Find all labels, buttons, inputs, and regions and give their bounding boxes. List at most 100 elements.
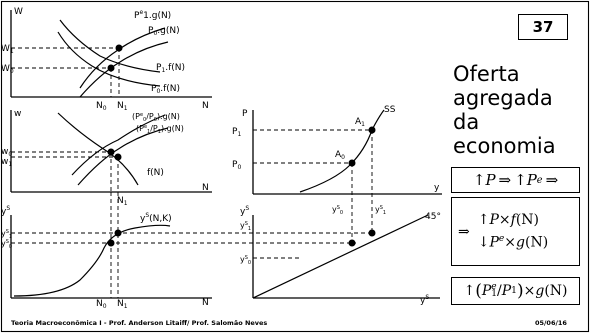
as-p0-label: P0 xyxy=(232,160,241,171)
production-n0-label: N0 xyxy=(96,299,107,310)
formula2-implies: ⇒ xyxy=(458,223,470,240)
labor-demand-curve-1 xyxy=(59,19,161,73)
real-wage-w0-label: w0 xyxy=(1,147,12,158)
title-line-4: economia xyxy=(453,134,556,158)
real-wage-supply-1-label: (Pe1/P1).g(N) xyxy=(136,124,184,135)
deg45-point-1 xyxy=(368,229,376,237)
formula1-implies-2: ⇒ xyxy=(545,171,559,189)
formula2-line1-n: (N) xyxy=(515,212,539,229)
formula3-p1: P xyxy=(501,283,512,299)
formula2-line2-times: × xyxy=(504,234,517,251)
formula2-line-2: ↓Pe×g(N) xyxy=(478,234,548,251)
production-y-axis-label: yS xyxy=(1,205,10,217)
labor-n1-label: N1 xyxy=(117,101,128,112)
formula2-line2-n: (N) xyxy=(524,234,549,251)
formula3-p1e-sub: 1 xyxy=(491,289,498,299)
formula3-arrow: ↑ xyxy=(463,283,476,299)
real-wage-equilibrium-1 xyxy=(114,153,122,161)
labor-demand-curve-0 xyxy=(57,31,161,87)
formula3-n: (N) xyxy=(544,283,568,299)
real-wage-supply-curve-0 xyxy=(71,114,166,176)
formula2-line-1: ↑P×f(N) xyxy=(478,212,548,228)
panel-labor-market: W N W1 W0 N0 N1 Pe1.g(N) P0.g(N) P1.f(N)… xyxy=(1,7,212,112)
as-y-axis-label: P xyxy=(242,109,248,119)
production-curve-label: yS(N,K) xyxy=(140,212,172,224)
real-wage-supply-curve-1 xyxy=(77,127,169,186)
labor-demand-0-label: P0.f(N) xyxy=(151,84,180,95)
formula2-lines: ↑P×f(N) ↓Pe×g(N) xyxy=(478,212,548,251)
formula1-p: P xyxy=(485,171,496,189)
formula3-times: × xyxy=(523,283,536,299)
deg45-ys1-label: yS1 xyxy=(240,221,251,232)
formula1-pe: P xyxy=(526,171,537,189)
deg45-line xyxy=(252,214,429,299)
deg45-y-axis-label: yS xyxy=(240,205,249,217)
real-wage-supply-0-label: (Pe0/P0).g(N) xyxy=(132,112,180,123)
labor-supply-curve-0 xyxy=(79,41,169,98)
labor-equilibrium-0 xyxy=(107,64,115,72)
formula2-line2-arrow: ↓ xyxy=(477,234,490,251)
as-ys1-label: yS1 xyxy=(375,205,386,216)
deg45-angle-label: 45° xyxy=(425,212,441,222)
labor-w1-label: W1 xyxy=(1,44,14,55)
formula3-g: g xyxy=(535,283,545,299)
formula3-p1e-sup: e xyxy=(491,282,497,292)
formula-box-labor-curves: ⇒ ↑P×f(N) ↓Pe×g(N) xyxy=(451,197,580,266)
footer-date: 05/06/16 xyxy=(535,319,567,327)
labor-y-axis-label: W xyxy=(14,7,23,17)
as-a0-label: A0 xyxy=(335,150,345,161)
production-point-0 xyxy=(107,239,115,247)
panel-production: yS N yS1 yS0 N0 N1 yS(N,K) xyxy=(1,192,372,310)
panel-real-wage: w N w0 w1 N1 (Pe0/P0).g(N) (Pe1/P1).g(N)… xyxy=(1,109,212,207)
real-wage-x-axis-label: N xyxy=(202,183,209,193)
formula3-slash: / xyxy=(497,283,502,299)
labor-n0-label: N0 xyxy=(96,101,107,112)
title-line-3: da xyxy=(453,110,480,134)
title-line-2: agregada xyxy=(453,86,553,110)
production-x-axis-label: N xyxy=(202,298,209,308)
deg45-point-0 xyxy=(348,239,356,247)
labor-x-axis-label: N xyxy=(202,101,209,111)
formula2-line2-p: P xyxy=(489,234,499,251)
as-ys0-label: yS0 xyxy=(332,205,343,216)
labor-equilibrium-1 xyxy=(115,44,123,52)
real-wage-equilibrium-0 xyxy=(107,148,115,156)
labor-supply-1-label: Pe1.g(N) xyxy=(134,9,171,21)
as-p1-label: P1 xyxy=(232,127,241,138)
slide-number: 37 xyxy=(518,14,568,40)
labor-w0-label: W0 xyxy=(1,64,14,75)
production-n1-label: N1 xyxy=(117,299,128,310)
production-ys1-label: yS1 xyxy=(1,229,12,240)
deg45-ys0-label: yS0 xyxy=(240,255,251,266)
deg45-x-axis-label: yS xyxy=(420,294,429,306)
formula1-up-arrow: ↑ xyxy=(472,171,486,189)
production-function-curve xyxy=(13,224,171,297)
production-ys0-label: yS0 xyxy=(1,239,12,250)
labor-supply-0-label: P0.g(N) xyxy=(148,26,180,37)
formula2-line1-arrow: ↑ xyxy=(477,212,490,229)
formula3-close-paren: ) xyxy=(516,281,524,301)
formula3-p1-sub: 1 xyxy=(511,286,517,296)
real-wage-demand-label: f(N) xyxy=(147,168,164,178)
as-point-a0 xyxy=(348,159,356,167)
real-wage-y-axis-label: w xyxy=(14,109,21,119)
as-a1-label: A1 xyxy=(355,117,365,128)
real-wage-w1-label: w1 xyxy=(1,157,12,168)
formula1-pe-sup: e xyxy=(536,174,543,186)
formula2-line1-f: f xyxy=(510,212,516,229)
as-ss-curve xyxy=(299,109,385,193)
formula3-p1e: P xyxy=(481,283,492,299)
formula2-line2-sup: e xyxy=(498,234,505,245)
formula1-up-arrow-2: ↑ xyxy=(514,171,527,189)
formula3-open-paren: ( xyxy=(475,281,482,301)
formula2-line1-p: P xyxy=(489,212,499,229)
formula2-line2-g: g xyxy=(516,234,525,251)
labor-demand-1-label: P1.f(N) xyxy=(156,63,185,74)
real-wage-demand-curve xyxy=(57,112,139,186)
